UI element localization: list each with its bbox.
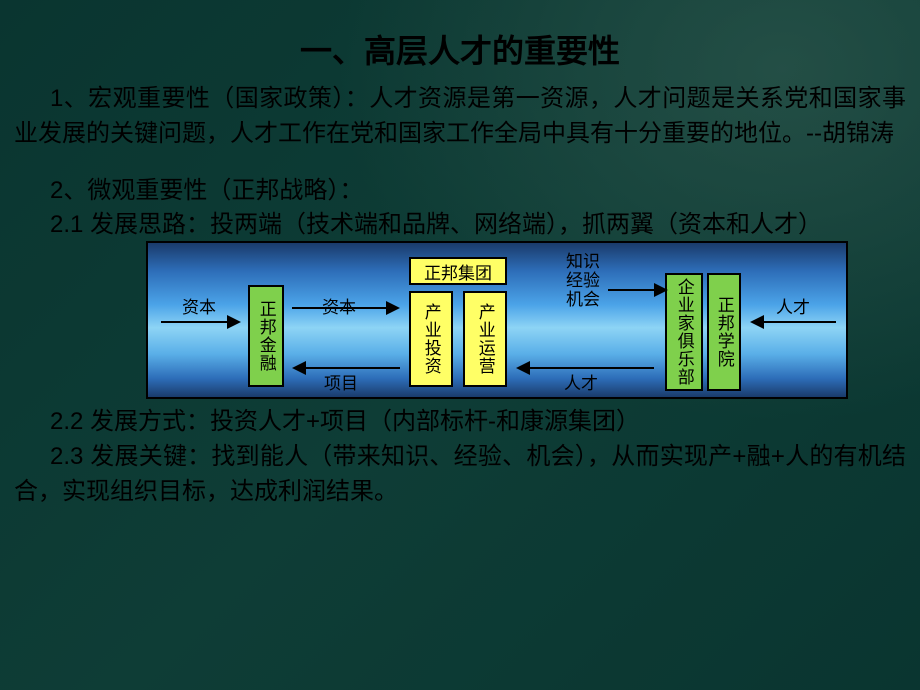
diagram-arrow-label: 资本 [182, 293, 216, 318]
page-title: 一、高层人才的重要性 [0, 0, 920, 82]
paragraph-4: 2.2 发展方式：投资人才+项目（内部标杆-和康源集团） [0, 405, 920, 440]
paragraph-1: 1、宏观重要性（国家政策）：人才资源是第一资源，人才问题是关系党和国家事业发展的… [0, 82, 920, 152]
diagram-side-text: 知识经验机会 [566, 253, 600, 309]
diagram-container: 正邦金融 正邦集团产业投资产业运营 企业家俱乐部正邦学院 知识经验机会资本 资本项目 人才… [0, 241, 920, 399]
diagram-arrow-label: 人才 [776, 293, 810, 318]
diagram-box-group: 正邦集团 [409, 257, 507, 285]
diagram-box: 正邦学院 [707, 273, 741, 391]
diagram-box: 正邦金融 [248, 285, 284, 387]
paragraph-2: 2、微观重要性（正邦战略）： [0, 174, 920, 209]
diagram-arrow [608, 283, 668, 297]
diagram-arrow-label: 资本 [322, 293, 356, 318]
diagram-arrow-label: 人才 [564, 369, 598, 394]
spacer [0, 152, 920, 174]
diagram-box: 产业投资 [409, 291, 453, 387]
diagram-box: 产业运营 [463, 291, 507, 387]
paragraph-3: 2.1 发展思路：投两端（技术端和品牌、网络端），抓两翼（资本和人才） [0, 208, 920, 243]
diagram-arrow-label: 项目 [324, 369, 358, 394]
diagram-box: 企业家俱乐部 [665, 273, 703, 391]
flow-diagram: 正邦金融 正邦集团产业投资产业运营 企业家俱乐部正邦学院 知识经验机会资本 资本项目 人才… [146, 241, 848, 399]
paragraph-5: 2.3 发展关键：找到能人（带来知识、经验、机会），从而实现产+融+人的有机结合… [0, 440, 920, 510]
